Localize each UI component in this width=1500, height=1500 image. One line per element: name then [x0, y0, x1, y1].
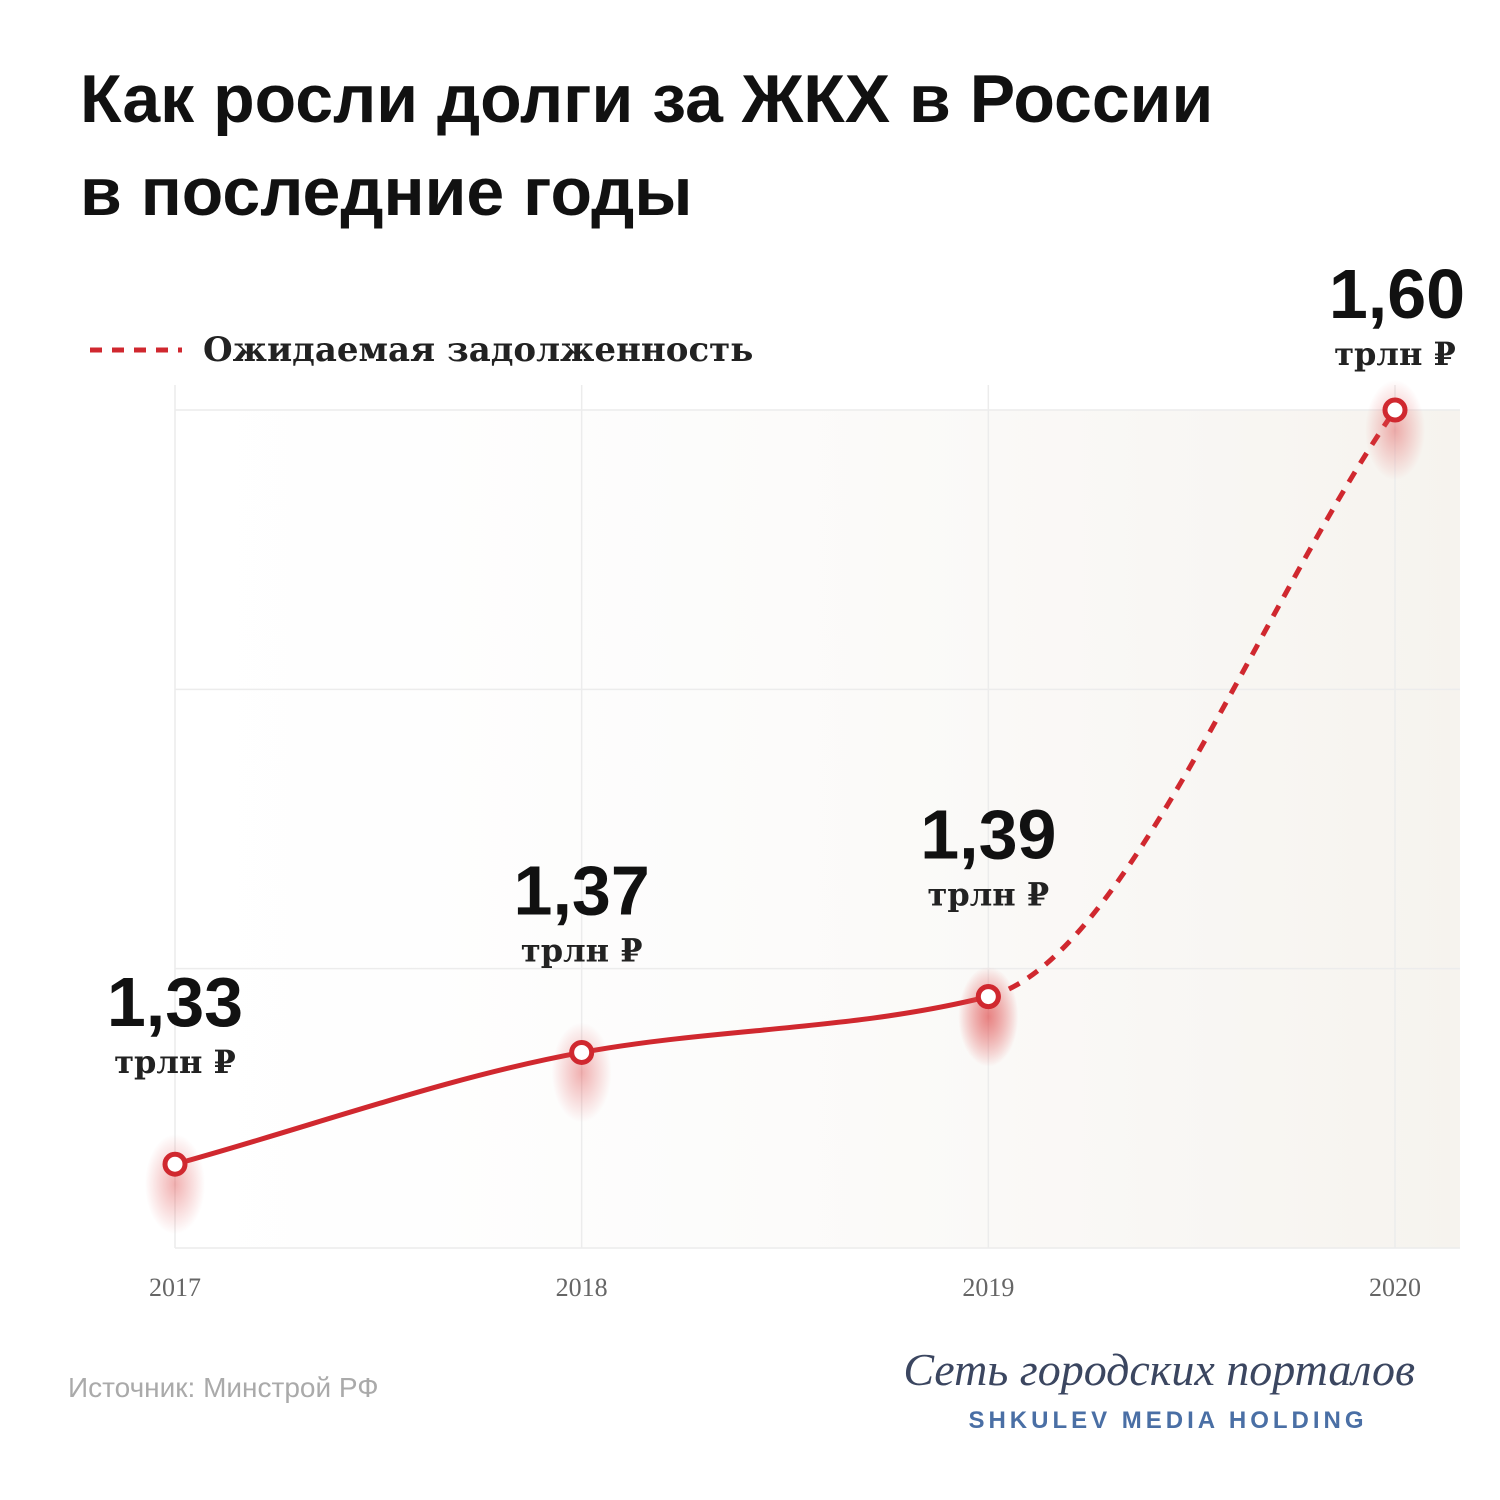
- point: [162, 1151, 188, 1177]
- point-glow: [1365, 380, 1425, 480]
- value-label: 1,33: [107, 963, 243, 1041]
- value-label: 1,60: [1329, 255, 1465, 333]
- point-glow: [551, 1022, 612, 1123]
- point: [1382, 397, 1408, 423]
- source: Источник: Минстрой РФ: [68, 1372, 379, 1403]
- brand-sub: SHKULEV MEDIA HOLDING: [968, 1407, 1367, 1434]
- point-glow: [145, 1134, 205, 1235]
- value-label: 1,39: [920, 796, 1056, 874]
- point: [569, 1039, 595, 1065]
- x-tick-label: 2018: [556, 1273, 608, 1302]
- x-tick-label: 2020: [1369, 1273, 1421, 1302]
- chart-title: Как росли долги за ЖКХ в России: [80, 61, 1213, 137]
- value-label: 1,37: [514, 851, 650, 929]
- point-glow: [958, 966, 1019, 1067]
- background: [175, 410, 1460, 1248]
- chart-title: в последние годы: [80, 154, 692, 230]
- brand: Сеть городских порталов: [903, 1344, 1415, 1395]
- value-unit: трлн ₽: [928, 876, 1050, 914]
- value-unit: трлн ₽: [521, 931, 643, 969]
- value-unit: трлн ₽: [1334, 335, 1456, 373]
- x-tick-label: 2019: [962, 1273, 1014, 1302]
- point: [975, 984, 1001, 1010]
- legend-label: Ожидаемая задолженность: [203, 330, 753, 370]
- forecast-line: [987, 408, 1398, 1000]
- x-tick-label: 2017: [149, 1273, 201, 1302]
- value-unit: трлн ₽: [114, 1043, 236, 1081]
